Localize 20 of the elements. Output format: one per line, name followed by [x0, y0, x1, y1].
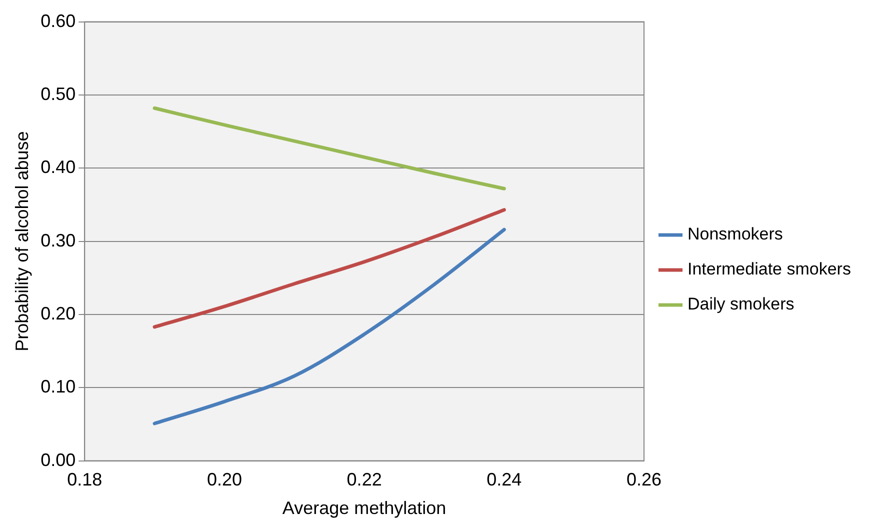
x-tick-label: 0.20 [206, 470, 242, 490]
y-tick-label: 0.30 [40, 230, 76, 250]
x-tick-label: 0.18 [67, 470, 102, 490]
y-axis-title: Probability of alcohol abuse [12, 131, 32, 352]
y-tick-label: 0.50 [40, 84, 76, 104]
x-tick-label: 0.26 [626, 470, 662, 490]
y-tick-label: 0.60 [40, 10, 76, 31]
x-axis-title: Average methylation [282, 498, 446, 518]
x-tick-label: 0.22 [346, 470, 382, 490]
y-tick-label: 0.00 [40, 450, 76, 470]
line-series [152, 208, 506, 329]
x-tick-label: 0.24 [486, 470, 522, 490]
y-tick-label: 0.40 [40, 157, 76, 178]
line-series [152, 106, 506, 190]
y-tick-label: 0.20 [40, 303, 76, 324]
legend-label: Intermediate smokers [688, 260, 851, 279]
line-series [152, 228, 506, 426]
y-tick-label: 0.10 [40, 376, 76, 397]
legend-label: Daily smokers [688, 294, 794, 314]
legend-label: Nonsmokers [688, 224, 783, 244]
